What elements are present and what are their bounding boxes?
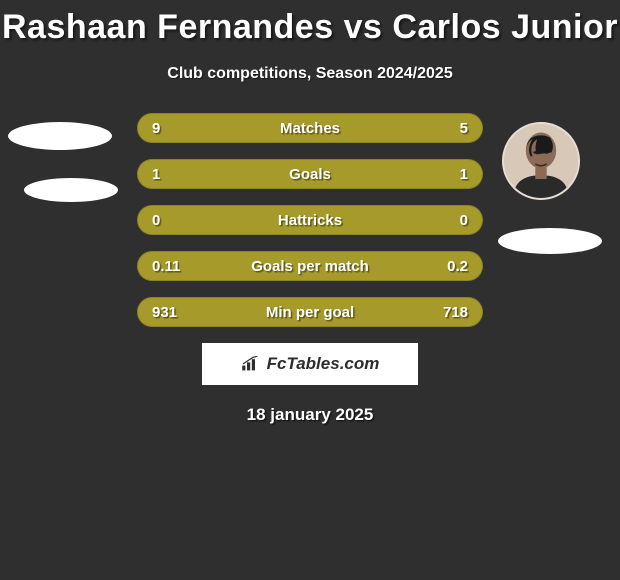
logo-text: FcTables.com xyxy=(267,354,380,374)
stat-row-goals-per-match: 0.11 Goals per match 0.2 xyxy=(137,251,483,281)
stat-left-value: 0 xyxy=(152,212,160,229)
stat-left-value: 931 xyxy=(152,304,177,321)
stats-list: 9 Matches 5 1 Goals 1 0 Hattricks 0 0.11… xyxy=(0,113,620,327)
stat-row-hattricks: 0 Hattricks 0 xyxy=(137,205,483,235)
stat-right-value: 5 xyxy=(460,120,468,137)
stat-label: Min per goal xyxy=(138,304,482,321)
bar-chart-icon xyxy=(241,356,261,372)
stat-row-min-per-goal: 931 Min per goal 718 xyxy=(137,297,483,327)
stat-right-value: 0.2 xyxy=(447,258,468,275)
stat-right-value: 1 xyxy=(460,166,468,183)
comparison-card: Rashaan Fernandes vs Carlos Junior Club … xyxy=(0,0,620,580)
stat-right-value: 0 xyxy=(460,212,468,229)
stat-row-goals: 1 Goals 1 xyxy=(137,159,483,189)
fctables-logo[interactable]: FcTables.com xyxy=(202,343,418,385)
stat-left-value: 9 xyxy=(152,120,160,137)
stat-left-value: 0.11 xyxy=(152,258,180,275)
stat-label: Matches xyxy=(138,120,482,137)
stat-row-matches: 9 Matches 5 xyxy=(137,113,483,143)
stat-right-value: 718 xyxy=(443,304,468,321)
stat-label: Goals xyxy=(138,166,482,183)
subtitle: Club competitions, Season 2024/2025 xyxy=(0,65,620,83)
stat-label: Goals per match xyxy=(138,258,482,275)
page-title: Rashaan Fernandes vs Carlos Junior xyxy=(0,0,620,47)
stat-left-value: 1 xyxy=(152,166,160,183)
comparison-date: 18 january 2025 xyxy=(0,405,620,425)
stat-label: Hattricks xyxy=(138,212,482,229)
